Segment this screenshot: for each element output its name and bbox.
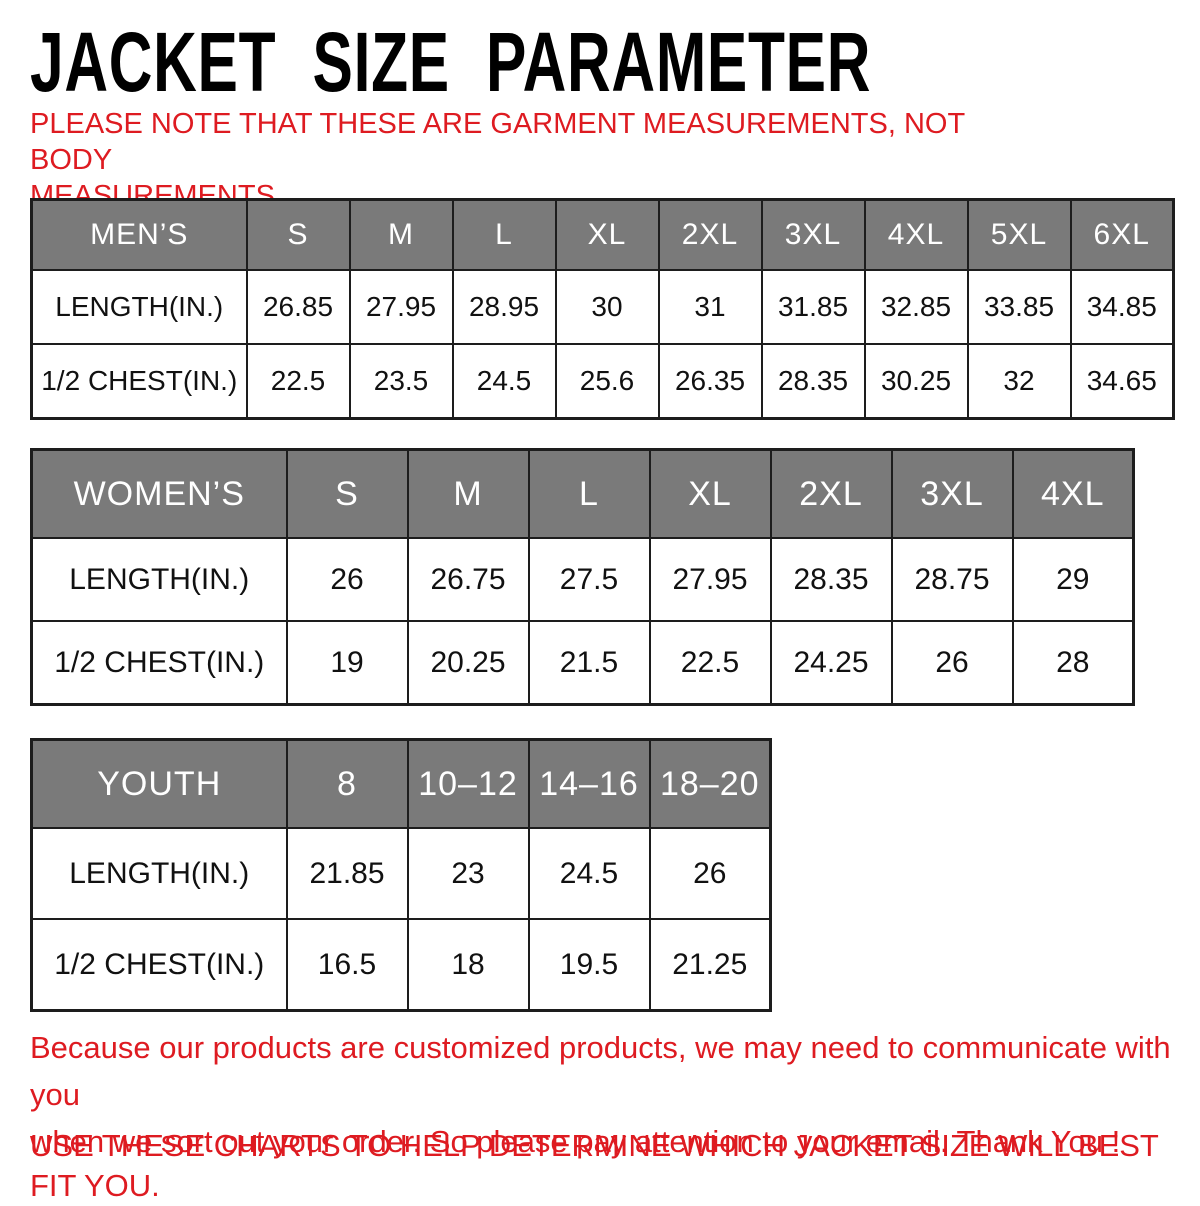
garment-measurement-note: PLEASE NOTE THAT THESE ARE GARMENT MEASU…	[30, 106, 980, 214]
value-cell: 32.85	[863, 269, 969, 345]
size-header-cell: 2XL	[657, 198, 763, 271]
table-row: LENGTH(IN.) 26.85 27.95 28.95 30 31 31.85 32.85…	[30, 269, 1175, 345]
value-cell: 22.5	[245, 343, 351, 420]
size-header-cell: S	[285, 448, 409, 539]
mens-table: MEN’S S M L XL 2XL 3XL 4XL 5XL 6XL LENGTH(IN.) 26.8…	[30, 198, 1175, 420]
size-header-cell: 10–12	[406, 738, 530, 829]
size-header-cell: 14–16	[527, 738, 651, 829]
value-cell: 21.25	[648, 918, 772, 1012]
value-cell: 16.5	[285, 918, 409, 1012]
size-header-cell: 2XL	[769, 448, 893, 539]
size-header-cell: 6XL	[1069, 198, 1175, 271]
value-cell: 24.5	[527, 827, 651, 920]
size-header-cell: S	[245, 198, 351, 271]
mens-size-table: MEN’S S M L XL 2XL 3XL 4XL 5XL 6XL LENGTH(IN.) 26.8…	[30, 198, 1175, 420]
size-header-cell: L	[527, 448, 651, 539]
value-cell: 27.95	[648, 537, 772, 622]
size-header-cell: 18–20	[648, 738, 772, 829]
size-header-cell: M	[348, 198, 454, 271]
value-cell: 26.35	[657, 343, 763, 420]
value-cell: 31	[657, 269, 763, 345]
table-row: 1/2 CHEST(IN.) 22.5 23.5 24.5 25.6 26.35 28.35…	[30, 343, 1175, 420]
table-row: 1/2 CHEST(IN.) 16.5 18 19.5 21.25	[30, 918, 772, 1012]
value-cell: 26	[285, 537, 409, 622]
row-label-cell: LENGTH(IN.)	[30, 269, 248, 345]
size-advice-text: USE THESE CHARTS TO HELP DETERMINE WHICH…	[30, 1128, 1159, 1203]
value-cell: 29	[1011, 537, 1135, 622]
value-cell: 19.5	[527, 918, 651, 1012]
table-row: LENGTH(IN.) 21.85 23 24.5 26	[30, 827, 772, 920]
value-cell: 28	[1011, 620, 1135, 706]
row-label-cell: LENGTH(IN.)	[30, 827, 288, 920]
table-title-cell: MEN’S	[30, 198, 248, 271]
value-cell: 26	[648, 827, 772, 920]
womens-size-table: WOMEN’S S M L XL 2XL 3XL 4XL LENGTH(IN.) 26 26.75 2…	[30, 448, 1135, 706]
value-cell: 28.35	[760, 343, 866, 420]
row-label-cell: 1/2 CHEST(IN.)	[30, 343, 248, 420]
value-cell: 28.35	[769, 537, 893, 622]
value-cell: 26.85	[245, 269, 351, 345]
size-header-cell: XL	[554, 198, 660, 271]
value-cell: 26	[890, 620, 1014, 706]
custom-order-paragraph: Because our products are customized prod…	[30, 1024, 1190, 1165]
value-cell: 24.25	[769, 620, 893, 706]
value-cell: 31.85	[760, 269, 866, 345]
value-cell: 25.6	[554, 343, 660, 420]
size-header-cell: 5XL	[966, 198, 1072, 271]
row-label-cell: 1/2 CHEST(IN.)	[30, 918, 288, 1012]
value-cell: 34.65	[1069, 343, 1175, 420]
value-cell: 32	[966, 343, 1072, 420]
value-cell: 21.85	[285, 827, 409, 920]
size-header-cell: 4XL	[1011, 448, 1135, 539]
value-cell: 24.5	[451, 343, 557, 420]
value-cell: 22.5	[648, 620, 772, 706]
value-cell: 23.5	[348, 343, 454, 420]
size-header-cell: 3XL	[890, 448, 1014, 539]
value-cell: 18	[406, 918, 530, 1012]
row-label-cell: 1/2 CHEST(IN.)	[30, 620, 288, 706]
note-line-1: PLEASE NOTE THAT THESE ARE GARMENT MEASU…	[30, 108, 965, 176]
value-cell: 30	[554, 269, 660, 345]
size-header-cell: 4XL	[863, 198, 969, 271]
size-header-cell: 8	[285, 738, 409, 829]
size-header-cell: XL	[648, 448, 772, 539]
value-cell: 26.75	[406, 537, 530, 622]
value-cell: 23	[406, 827, 530, 920]
value-cell: 21.5	[527, 620, 651, 706]
size-header-cell: M	[406, 448, 530, 539]
row-label-cell: LENGTH(IN.)	[30, 537, 288, 622]
value-cell: 34.85	[1069, 269, 1175, 345]
table-title-cell: YOUTH	[30, 738, 288, 829]
header-row: YOUTH 8 10–12 14–16 18–20	[30, 738, 772, 829]
table-title-cell: WOMEN’S	[30, 448, 288, 539]
value-cell: 20.25	[406, 620, 530, 706]
header-row: WOMEN’S S M L XL 2XL 3XL 4XL	[30, 448, 1135, 539]
value-cell: 30.25	[863, 343, 969, 420]
youth-size-table: YOUTH 8 10–12 14–16 18–20 LENGTH(IN.) 21.85 23 2…	[30, 738, 772, 1012]
page-title: JACKET SIZE PARAMETER	[30, 15, 872, 109]
value-cell: 19	[285, 620, 409, 706]
value-cell: 28.75	[890, 537, 1014, 622]
header-row: MEN’S S M L XL 2XL 3XL 4XL 5XL 6XL	[30, 198, 1175, 271]
paragraph-line-2: when we sort out your order. So please p…	[30, 1124, 1121, 1159]
size-header-cell: L	[451, 198, 557, 271]
size-header-cell: 3XL	[760, 198, 866, 271]
value-cell: 27.95	[348, 269, 454, 345]
paragraph-line-1: Because our products are customized prod…	[30, 1030, 1171, 1112]
value-cell: 33.85	[966, 269, 1072, 345]
value-cell: 28.95	[451, 269, 557, 345]
table-row: 1/2 CHEST(IN.) 19 20.25 21.5 22.5 24.25 26 28	[30, 620, 1135, 706]
table-row: LENGTH(IN.) 26 26.75 27.5 27.95 28.35 28.75 29	[30, 537, 1135, 622]
value-cell: 27.5	[527, 537, 651, 622]
youth-table: YOUTH 8 10–12 14–16 18–20 LENGTH(IN.) 21.85 23 2…	[30, 738, 772, 1012]
womens-table: WOMEN’S S M L XL 2XL 3XL 4XL LENGTH(IN.) 26 26.75 2…	[30, 448, 1135, 706]
